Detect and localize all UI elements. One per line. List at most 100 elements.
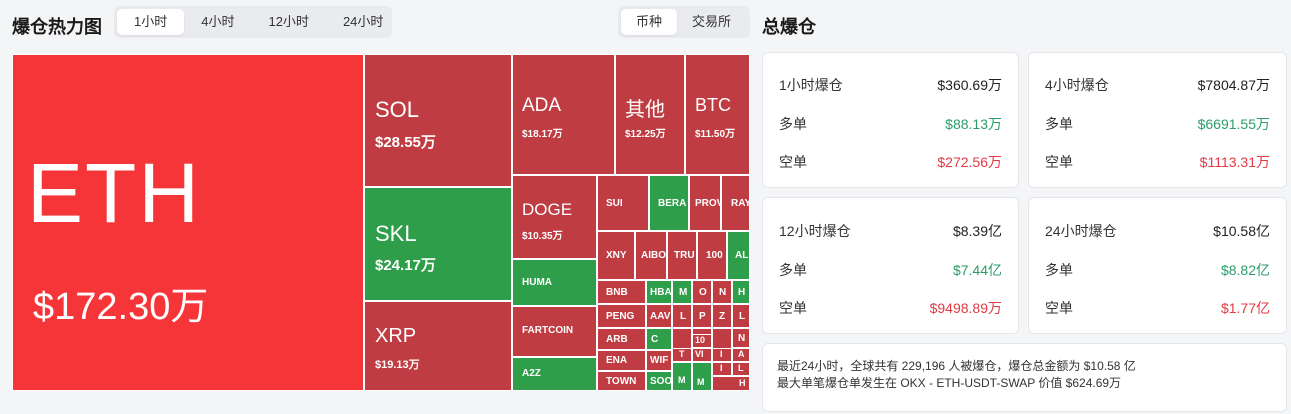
tab-4h[interactable]: 4小时 xyxy=(201,14,235,29)
treemap-tile-n[interactable]: N xyxy=(712,280,732,304)
tab-24h[interactable]: 24小时 xyxy=(342,14,384,29)
treemap-tile-vi[interactable]: VI xyxy=(692,348,712,362)
tile-symbol: BERA xyxy=(658,198,687,209)
tile-amount: $24.17万 xyxy=(375,257,436,274)
treemap-tile-i[interactable]: I xyxy=(712,348,732,362)
treemap-tile-z[interactable]: Z xyxy=(712,304,732,328)
treemap-tile-l2[interactable]: L xyxy=(732,304,750,328)
treemap-tile-o[interactable]: O xyxy=(692,280,712,304)
tile-symbol: RAY xyxy=(731,198,750,209)
treemap-tile-t[interactable]: T xyxy=(672,348,692,362)
tab-by-exchange[interactable]: 交易所 xyxy=(692,14,732,29)
treemap-tile-soo[interactable]: SOO xyxy=(646,371,672,391)
short-label: 空单 xyxy=(779,154,807,170)
treemap-tile-m3[interactable]: M xyxy=(692,362,712,391)
tile-symbol: A xyxy=(738,349,745,359)
treemap-tile-fartcoin[interactable]: FARTCOIN xyxy=(512,306,597,357)
treemap-tile-100[interactable]: 100 xyxy=(697,231,727,280)
long-label: 多单 xyxy=(779,116,807,132)
tab-by-coin[interactable]: 币种 xyxy=(621,9,678,35)
treemap-tile-bnb[interactable]: BNB xyxy=(597,280,646,304)
card-title: 1小时爆仓 xyxy=(779,77,843,93)
long-value: $88.13万 xyxy=(945,116,1002,132)
treemap-tile-i2[interactable]: I xyxy=(712,362,732,376)
treemap-tile-10[interactable]: 10 xyxy=(692,334,712,348)
tile-symbol: 其他 xyxy=(625,99,665,121)
treemap-tile-xny[interactable]: XNY xyxy=(597,231,635,280)
treemap-tile-l3[interactable]: L xyxy=(732,362,750,376)
treemap-tile-m[interactable]: M xyxy=(672,280,692,304)
tile-symbol: N xyxy=(738,333,746,344)
treemap-tile-eth[interactable]: ETH $172.30万 xyxy=(12,54,364,391)
tile-amount: $10.35万 xyxy=(522,231,563,242)
timeframe-selector: 1小时 4小时 12小时 24小时 xyxy=(114,6,392,38)
treemap-tile-arb[interactable]: ARB xyxy=(597,328,646,350)
treemap-tile-ray[interactable]: RAY xyxy=(721,175,750,231)
treemap-tile-town[interactable]: TOWN xyxy=(597,371,646,391)
treemap-tile-prove[interactable]: PROVE xyxy=(689,175,721,231)
treemap-tile-tru[interactable]: TRU xyxy=(667,231,697,280)
treemap-tile-c[interactable]: C xyxy=(646,328,672,350)
short-label: 空单 xyxy=(1045,154,1073,170)
tile-symbol: P xyxy=(699,311,706,322)
tile-symbol: N xyxy=(719,287,727,298)
treemap-tile-h[interactable]: H xyxy=(732,280,750,304)
treemap-tile-a[interactable]: A xyxy=(732,348,750,362)
tab-12h[interactable]: 12小时 xyxy=(268,14,309,29)
card-title: 12小时爆仓 xyxy=(779,223,851,239)
treemap-tile-n2[interactable]: N xyxy=(732,328,750,348)
treemap-tile-doge[interactable]: DOGE $10.35万 xyxy=(512,175,597,259)
treemap-tile-peng[interactable]: PENG xyxy=(597,304,646,328)
tile-symbol: A2Z xyxy=(522,368,541,379)
card-total: $7804.87万 xyxy=(1197,77,1270,93)
treemap-tile-skl[interactable]: SKL $24.17万 xyxy=(364,187,512,301)
short-value: $272.56万 xyxy=(937,154,1002,170)
card-total: $8.39亿 xyxy=(952,223,1002,239)
tile-symbol: L xyxy=(680,311,687,322)
tile-symbol: TRU xyxy=(674,250,695,261)
tile-symbol: O xyxy=(699,287,707,298)
treemap-tile-aav[interactable]: AAV xyxy=(646,304,672,328)
treemap-tile-h2[interactable]: H xyxy=(712,376,750,391)
long-value: $8.82亿 xyxy=(1220,262,1270,278)
treemap-tile-wif[interactable]: WIF xyxy=(646,350,672,371)
treemap-tile-ali[interactable]: ALI xyxy=(727,231,750,280)
treemap-tile-huma[interactable]: HUMA xyxy=(512,259,597,306)
tile-amount: $172.30万 xyxy=(33,286,209,328)
treemap-tile-m2[interactable]: M xyxy=(672,362,692,391)
card-title: 24小时爆仓 xyxy=(1045,223,1117,239)
treemap-tile-other[interactable]: 其他 $12.25万 xyxy=(615,54,685,175)
tile-symbol: ALI xyxy=(735,250,750,261)
treemap-tile-sui[interactable]: SUI xyxy=(597,175,649,231)
treemap-tile-a2z[interactable]: A2Z xyxy=(512,357,597,391)
tile-symbol: PROVE xyxy=(695,198,720,209)
tile-symbol: ADA xyxy=(522,95,562,116)
treemap-tile-btc[interactable]: BTC $11.50万 xyxy=(685,54,750,175)
tile-symbol: BNB xyxy=(606,287,628,298)
summary-line-largest: 最大单笔爆仓单发生在 OKX - ETH-USDT-SWAP 价值 $624.6… xyxy=(777,376,1122,390)
treemap-tile-ada[interactable]: ADA $18.17万 xyxy=(512,54,615,175)
treemap-tile-ena[interactable]: ENA xyxy=(597,350,646,371)
long-label: 多单 xyxy=(1045,262,1073,278)
treemap-tile-blank[interactable] xyxy=(672,328,692,350)
tile-symbol: H xyxy=(739,378,746,388)
treemap-tile-blank[interactable] xyxy=(712,328,732,350)
treemap-tile-xrp[interactable]: XRP $19.13万 xyxy=(364,301,512,391)
tile-symbol: XRP xyxy=(375,325,417,347)
short-value: $1113.31万 xyxy=(1199,154,1270,170)
treemap-tile-bera[interactable]: BERA xyxy=(649,175,689,231)
tile-symbol: L xyxy=(738,363,744,373)
treemap-tile-l[interactable]: L xyxy=(672,304,692,328)
tile-symbol: 100 xyxy=(706,250,723,261)
treemap-tile-aibo[interactable]: AIBO xyxy=(635,231,667,280)
tile-symbol: L xyxy=(739,311,746,322)
card-total: $10.58亿 xyxy=(1213,223,1270,239)
treemap-tile-sol[interactable]: SOL $28.55万 xyxy=(364,54,512,187)
tile-symbol: Z xyxy=(719,311,726,322)
tile-symbol: WIF xyxy=(650,355,669,366)
tile-symbol: XNY xyxy=(606,250,627,261)
treemap-tile-p[interactable]: P xyxy=(692,304,712,328)
treemap-tile-hba[interactable]: HBA xyxy=(646,280,672,304)
tab-1h[interactable]: 1小时 xyxy=(117,9,185,35)
short-value: $9498.89万 xyxy=(929,300,1002,316)
